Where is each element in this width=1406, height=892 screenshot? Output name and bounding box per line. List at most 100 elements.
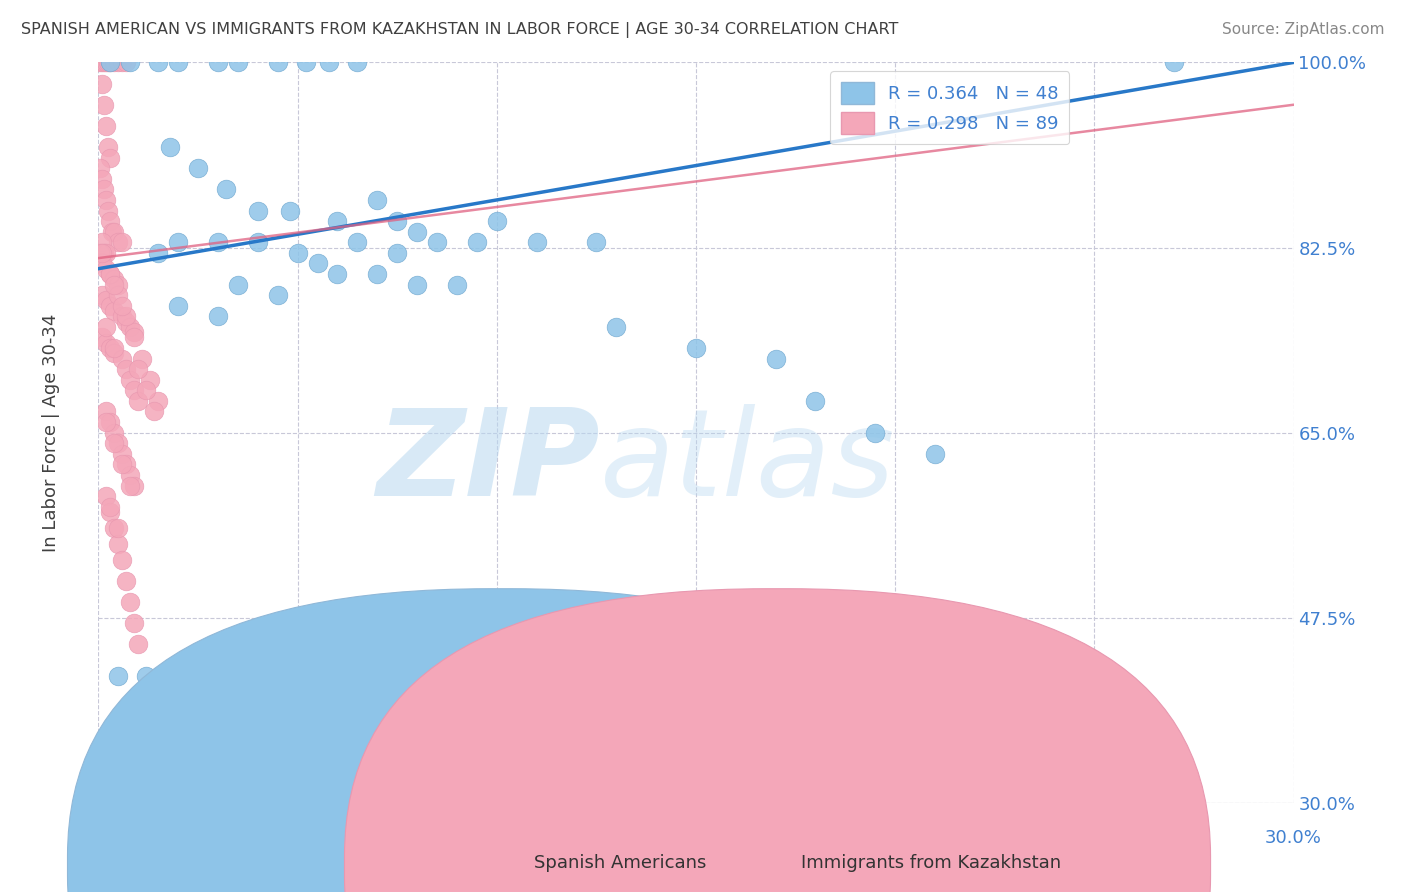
Point [127,637,149,651]
Point [111,55,134,70]
Point [96,55,118,70]
Point [107,55,129,70]
Point [111,299,134,313]
Point [246,235,269,250]
Text: SPANISH AMERICAN VS IMMIGRANTS FROM KAZAKHSTAN IN LABOR FORCE | AGE 30-34 CORREL: SPANISH AMERICAN VS IMMIGRANTS FROM KAZA… [21,22,898,38]
Text: 25.0%: 25.0% [1066,830,1123,847]
Legend: R = 0.364   N = 48, R = 0.298   N = 89: R = 0.364 N = 48, R = 0.298 N = 89 [831,71,1070,145]
Point [98,341,122,355]
Point [111,235,134,250]
Point [98,299,122,313]
Point [865,425,887,440]
Point [131,351,153,366]
Point [98,267,122,281]
Point [120,373,142,387]
Point [326,214,349,228]
Point [346,235,368,250]
Point [107,235,129,250]
Point [207,310,229,324]
Point [103,521,125,535]
Point [139,373,162,387]
Point [115,55,138,70]
Point [91,235,114,250]
Point [346,55,368,70]
Point [96,293,118,308]
Point [93,182,115,196]
Point [406,225,429,239]
Text: 0.0%: 0.0% [76,830,121,847]
Point [96,415,118,429]
Point [366,267,388,281]
Point [89,55,111,70]
Point [605,319,627,334]
Point [91,55,114,70]
Point [366,193,388,207]
Point [97,55,120,70]
Point [585,235,607,250]
Point [91,330,114,344]
Point [98,55,122,70]
Point [107,669,129,683]
Point [96,404,118,418]
Point [120,478,142,492]
Point [207,235,229,250]
Point [103,272,125,286]
Point [167,55,190,70]
Point [115,574,138,588]
Point [924,447,946,461]
Point [101,225,124,239]
Text: 5.0%: 5.0% [274,830,321,847]
Point [120,595,142,609]
Point [246,203,269,218]
Point [406,277,429,292]
Point [103,304,125,318]
Point [167,235,190,250]
Text: ZIP: ZIP [377,404,600,521]
Point [120,55,142,70]
Point [107,521,129,535]
Point [215,182,238,196]
Point [278,203,301,218]
Point [120,467,142,482]
Point [207,55,229,70]
Point [685,341,707,355]
Point [98,214,122,228]
Point [107,536,129,550]
Point [124,478,146,492]
Point [124,325,146,339]
Point [124,615,146,630]
Point [115,310,138,324]
Point [91,77,114,91]
Point [765,351,787,366]
Text: Source: ZipAtlas.com: Source: ZipAtlas.com [1222,22,1385,37]
Point [326,267,349,281]
Point [96,335,118,350]
Point [187,161,209,176]
Point [103,225,125,239]
Point [103,55,125,70]
Text: Spanish Americans: Spanish Americans [534,855,707,872]
Point [526,235,548,250]
Point [107,277,129,292]
Point [148,245,170,260]
Point [91,171,114,186]
Point [97,203,120,218]
Point [93,55,115,70]
Point [385,214,409,228]
Point [103,436,125,450]
Point [115,314,138,328]
Point [287,245,309,260]
Point [111,351,134,366]
Point [98,151,122,165]
Point [107,436,129,450]
Point [167,299,190,313]
Point [143,404,166,418]
Point [124,384,146,398]
Point [111,447,134,461]
Point [135,384,157,398]
Point [294,55,316,70]
Text: atlas: atlas [600,404,896,521]
Point [98,267,122,281]
Point [96,245,118,260]
Point [148,55,170,70]
